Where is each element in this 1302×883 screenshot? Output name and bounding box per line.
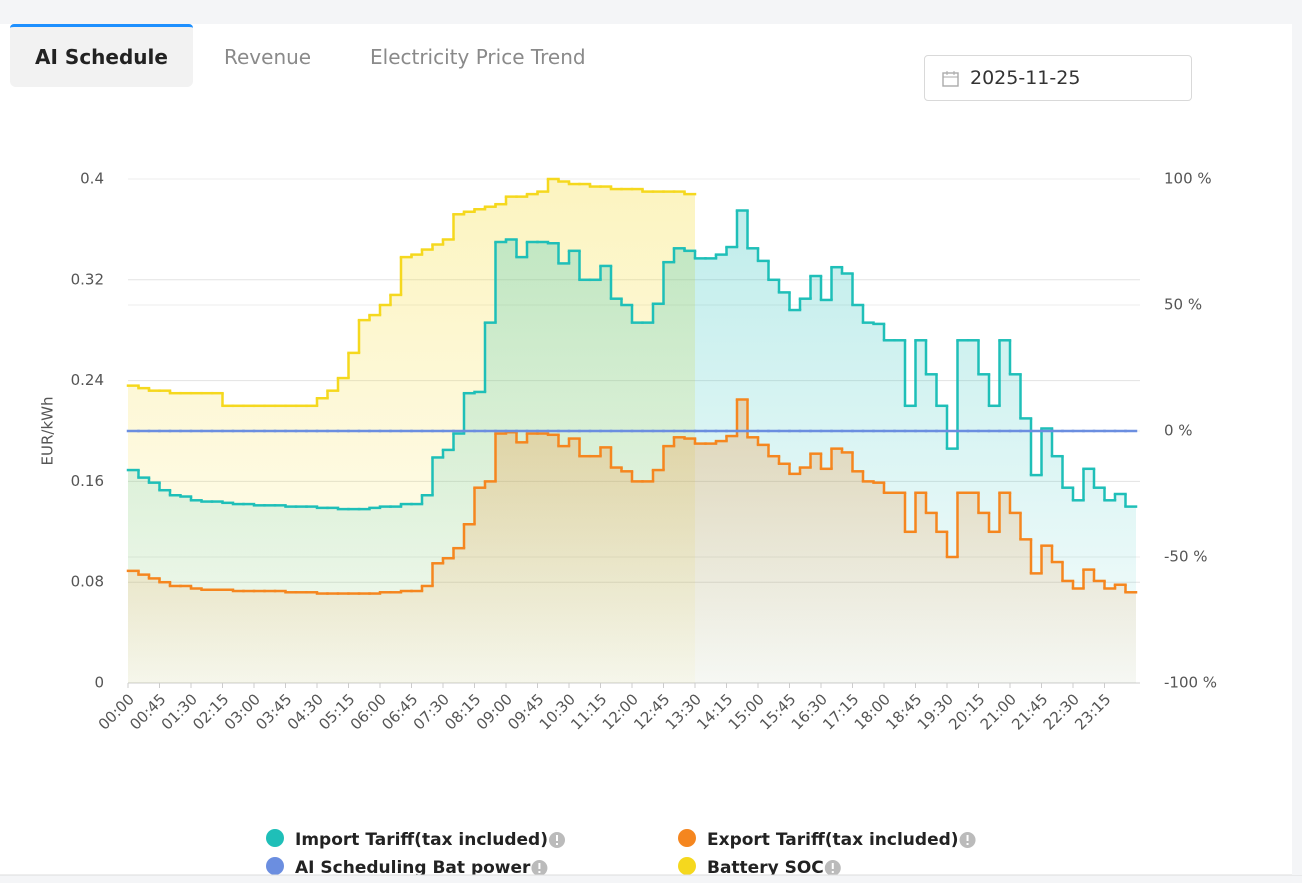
legend-label: AI Scheduling Bat power <box>295 858 531 878</box>
x-tick-label: 23:15 <box>1071 690 1114 733</box>
info-icon-glyph <box>831 871 834 873</box>
legend-marker <box>266 857 284 875</box>
y2-tick-label: 0 % <box>1164 422 1193 440</box>
y-tick-label: 0.32 <box>71 270 104 288</box>
area <box>128 399 1136 683</box>
tab[interactable]: AI Schedule <box>10 24 193 87</box>
info-icon-glyph <box>831 863 834 869</box>
tab[interactable]: Electricity Price Trend <box>370 45 586 69</box>
info-icon-glyph <box>966 835 969 841</box>
info-icon-glyph <box>538 863 541 869</box>
y-axis-label: EUR/kWh <box>39 397 57 466</box>
y-tick-label: 0.4 <box>80 170 104 188</box>
bottom-bar <box>0 875 1302 883</box>
right-bar <box>1292 24 1302 875</box>
legend-marker <box>678 857 696 875</box>
y2-tick-label: -100 % <box>1164 674 1217 692</box>
legend-label: Export Tariff(tax included) <box>707 830 959 850</box>
y-tick-label: 0.24 <box>71 371 104 389</box>
info-icon-glyph <box>556 835 558 841</box>
y-tick-label: 0 <box>94 674 104 692</box>
calendar-icon <box>942 71 959 87</box>
y2-tick-label: 50 % <box>1164 296 1202 314</box>
info-icon-glyph <box>556 843 558 845</box>
date-picker[interactable]: 2025-11-25 <box>924 55 1192 101</box>
tab[interactable]: Revenue <box>224 45 312 69</box>
info-icon-glyph <box>966 843 969 845</box>
y2-tick-label: 100 % <box>1164 170 1212 188</box>
legend-label: Import Tariff(tax included) <box>295 830 548 850</box>
y-tick-label: 0.08 <box>71 573 104 591</box>
date-value: 2025-11-25 <box>970 67 1081 89</box>
info-icon-glyph <box>538 871 541 873</box>
legend-label: Battery SOC <box>707 858 824 878</box>
legend-marker <box>678 829 696 847</box>
y-tick-label: 0.16 <box>71 472 104 490</box>
legend-marker <box>266 829 284 847</box>
y2-tick-label: -50 % <box>1164 548 1208 566</box>
